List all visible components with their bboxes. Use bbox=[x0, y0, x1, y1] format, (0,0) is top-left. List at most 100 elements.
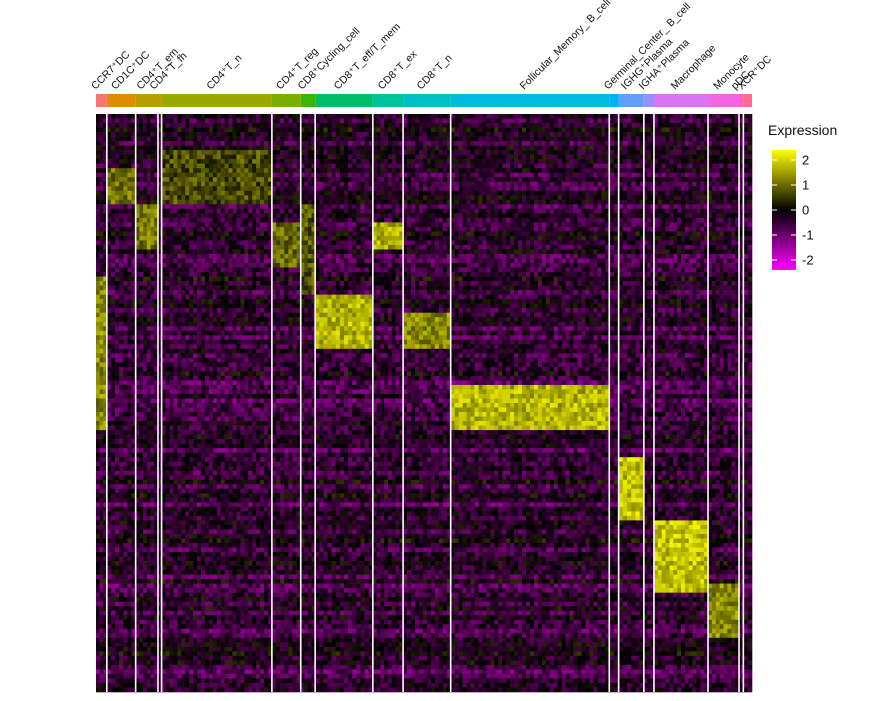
heatmap-cell bbox=[224, 457, 229, 463]
heatmap-cell bbox=[165, 235, 170, 241]
heatmap-cell bbox=[240, 253, 245, 259]
heatmap-cell bbox=[228, 326, 233, 332]
heatmap-cell bbox=[208, 393, 214, 399]
heatmap-cell bbox=[189, 371, 194, 377]
heatmap-cell bbox=[96, 132, 100, 137]
heatmap-cell bbox=[173, 520, 178, 526]
heatmap-cell bbox=[119, 235, 124, 241]
heatmap-cell bbox=[143, 213, 148, 219]
heatmap-cell bbox=[224, 407, 229, 413]
heatmap-cell bbox=[146, 123, 151, 128]
heatmap-cell bbox=[264, 443, 269, 449]
heatmap-cell bbox=[232, 235, 237, 241]
heatmap-cell bbox=[248, 384, 253, 390]
heatmap-cell bbox=[110, 642, 116, 648]
heatmap-cell bbox=[185, 425, 190, 431]
heatmap-cell bbox=[204, 466, 210, 472]
heatmap-cell bbox=[123, 529, 128, 535]
heatmap-cell bbox=[204, 249, 210, 255]
heatmap-cell bbox=[200, 294, 206, 300]
heatmap-cell bbox=[110, 335, 116, 341]
heatmap-cell bbox=[139, 213, 144, 219]
heatmap-cell bbox=[110, 633, 116, 639]
heatmap-cell bbox=[236, 253, 241, 259]
heatmap-cell bbox=[216, 226, 221, 232]
heatmap-cell bbox=[106, 601, 112, 607]
heatmap-cell bbox=[96, 493, 100, 499]
heatmap-cell bbox=[150, 231, 155, 237]
heatmap-cell bbox=[267, 172, 273, 178]
heatmap-cell bbox=[106, 515, 112, 521]
heatmap-cell bbox=[158, 285, 161, 291]
heatmap-cell bbox=[220, 362, 225, 368]
heatmap-cell bbox=[185, 443, 190, 449]
heatmap-cell bbox=[154, 303, 159, 309]
heatmap-cell bbox=[197, 502, 202, 508]
heatmap-cell bbox=[139, 542, 144, 548]
heatmap-cell bbox=[158, 398, 161, 404]
heatmap-cell bbox=[135, 141, 140, 146]
heatmap-cell bbox=[260, 299, 265, 304]
heatmap-cell bbox=[232, 154, 237, 160]
heatmap-cell bbox=[232, 380, 237, 386]
heatmap-cell bbox=[193, 253, 198, 259]
heatmap-cell bbox=[165, 488, 170, 494]
heatmap-cell bbox=[228, 403, 233, 408]
heatmap-cell bbox=[135, 249, 140, 255]
heatmap-cell bbox=[139, 556, 144, 562]
heatmap-cell bbox=[169, 240, 174, 246]
heatmap-cell bbox=[106, 281, 112, 286]
heatmap-cell bbox=[161, 154, 166, 160]
heatmap-cell bbox=[185, 145, 190, 151]
heatmap-cell bbox=[197, 204, 202, 210]
heatmap-cell bbox=[127, 651, 132, 657]
heatmap-cell bbox=[181, 208, 186, 214]
heatmap-cell bbox=[169, 393, 174, 399]
heatmap-cell bbox=[181, 213, 186, 219]
heatmap-cell bbox=[189, 172, 194, 178]
heatmap-cell bbox=[131, 389, 136, 395]
heatmap-cell bbox=[165, 294, 170, 300]
heatmap-cell bbox=[200, 190, 206, 196]
heatmap-cell bbox=[106, 488, 112, 494]
heatmap-cell bbox=[264, 380, 269, 386]
heatmap-cell bbox=[228, 425, 233, 431]
heatmap-cell bbox=[232, 240, 237, 246]
heatmap-cell bbox=[264, 159, 269, 164]
heatmap-cell bbox=[224, 506, 229, 512]
heatmap-cell bbox=[220, 493, 225, 499]
heatmap-cell bbox=[99, 357, 104, 363]
heatmap-cell bbox=[228, 511, 233, 517]
heatmap-cell bbox=[139, 651, 144, 657]
heatmap-cell bbox=[143, 267, 148, 273]
heatmap-cell bbox=[161, 235, 166, 241]
heatmap-cell bbox=[103, 272, 108, 277]
heatmap-cell bbox=[139, 511, 144, 517]
heatmap-cell bbox=[135, 181, 140, 187]
heatmap-cell bbox=[103, 502, 108, 508]
heatmap-cell bbox=[127, 687, 132, 693]
heatmap-cell bbox=[127, 127, 132, 133]
heatmap-cell bbox=[244, 222, 249, 228]
heatmap-cell bbox=[143, 312, 148, 318]
heatmap-cell bbox=[216, 154, 221, 160]
heatmap-cell bbox=[110, 416, 116, 422]
heatmap-cell bbox=[248, 276, 253, 282]
heatmap-cell bbox=[119, 145, 124, 151]
heatmap-cell bbox=[240, 263, 245, 268]
heatmap-cell bbox=[252, 267, 257, 273]
heatmap-cell bbox=[248, 154, 253, 160]
heatmap-cell bbox=[200, 466, 206, 472]
heatmap-cell bbox=[110, 303, 116, 309]
heatmap-cell bbox=[208, 461, 214, 467]
heatmap-cell bbox=[204, 452, 210, 458]
heatmap-cell bbox=[154, 682, 159, 688]
heatmap-cell bbox=[169, 470, 174, 476]
heatmap-cell bbox=[123, 330, 128, 336]
heatmap-cell bbox=[267, 497, 273, 503]
heatmap-cell bbox=[252, 235, 257, 241]
heatmap-cell bbox=[139, 321, 144, 327]
heatmap-cell bbox=[224, 389, 229, 395]
heatmap-cell bbox=[161, 226, 166, 232]
heatmap-cell bbox=[256, 267, 261, 273]
